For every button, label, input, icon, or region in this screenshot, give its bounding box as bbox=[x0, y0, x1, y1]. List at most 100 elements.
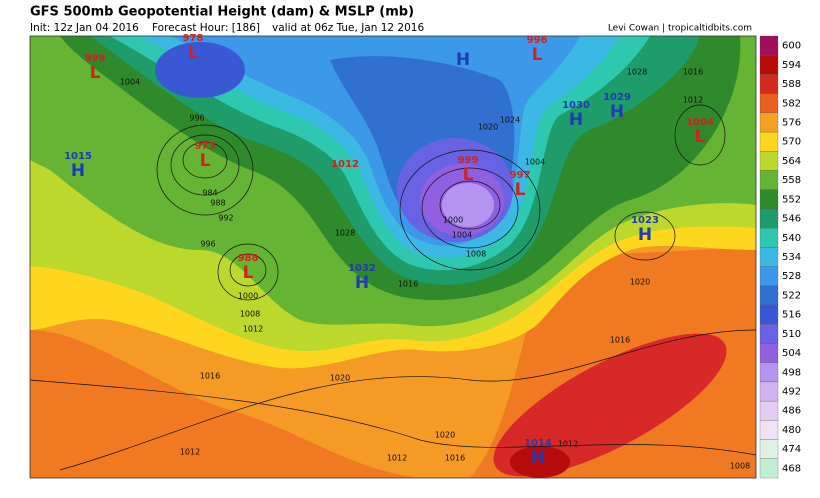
colorbar-swatch bbox=[759, 285, 779, 306]
center-value: 1029 bbox=[603, 92, 631, 103]
hot-region bbox=[510, 446, 570, 478]
isobar-label: 1012 bbox=[683, 96, 703, 105]
colorbar-label: 594 bbox=[782, 60, 801, 71]
colorbar-label: 546 bbox=[782, 214, 801, 225]
colorbar-label: 600 bbox=[782, 41, 801, 52]
center-value: 1015 bbox=[64, 151, 92, 162]
center-value: 1032 bbox=[348, 263, 376, 274]
center-value: 978 bbox=[183, 33, 204, 44]
colorbar-label: 522 bbox=[782, 290, 801, 301]
colorbar-label: 486 bbox=[782, 406, 801, 417]
center-value: 997 bbox=[510, 170, 531, 181]
center-letter: H bbox=[71, 161, 85, 181]
center-value: 973 bbox=[195, 141, 216, 152]
isobars bbox=[30, 104, 756, 471]
colorbar-swatch bbox=[759, 304, 779, 325]
isobar-label: 984 bbox=[202, 189, 217, 198]
isobar-label: 1008 bbox=[730, 462, 750, 471]
center-letter: L bbox=[188, 43, 199, 63]
center-letter: L bbox=[200, 151, 211, 171]
isobar-label: 996 bbox=[200, 240, 215, 249]
map-frame bbox=[29, 35, 757, 479]
isobar-label: 1016 bbox=[200, 372, 220, 381]
isobar-label: 1004 bbox=[452, 231, 472, 240]
colorbar-label: 588 bbox=[782, 79, 801, 90]
colorbar-swatch bbox=[759, 131, 779, 152]
height-band bbox=[442, 183, 494, 227]
colorbar-swatch bbox=[759, 400, 779, 421]
isobar-label: 1012 bbox=[180, 448, 200, 457]
colorbar-swatch bbox=[759, 381, 779, 402]
center-letter: H bbox=[569, 110, 583, 130]
isobar-label: 1016 bbox=[445, 454, 465, 463]
colorbar-label: 570 bbox=[782, 137, 801, 148]
title: GFS 500mb Geopotential Height (dam) & MS… bbox=[30, 5, 414, 20]
colorbar-label: 528 bbox=[782, 271, 801, 282]
isobar-label: 1004 bbox=[525, 158, 545, 167]
center-value: 999 bbox=[458, 155, 479, 166]
valid-time: valid at 06z Tue, Jan 12 2016 bbox=[272, 22, 424, 34]
colorbar-swatch bbox=[759, 458, 779, 479]
isobar-label: 1020 bbox=[435, 431, 455, 440]
colorbar-label: 480 bbox=[782, 425, 801, 436]
isobar-label: 1016 bbox=[683, 68, 703, 77]
forecast-hour: Forecast Hour: [186] bbox=[152, 22, 260, 34]
colorbar-label: 468 bbox=[782, 463, 801, 474]
colorbar-swatch bbox=[759, 362, 779, 383]
isobar-label: 1004 bbox=[120, 78, 140, 87]
colorbar-swatch bbox=[759, 170, 779, 190]
isobar-label: 992 bbox=[218, 214, 233, 223]
center-value: 988 bbox=[238, 253, 259, 264]
isobar-label: 1028 bbox=[627, 68, 647, 77]
center-value: 1023 bbox=[631, 215, 659, 226]
colorbar-swatch bbox=[759, 324, 779, 344]
colorbar-label: 498 bbox=[782, 367, 801, 378]
credit: Levi Cowan | tropicaltidbits.com bbox=[608, 24, 752, 34]
colorbar-label: 492 bbox=[782, 387, 801, 398]
colorbar-label: 516 bbox=[782, 310, 801, 321]
isobar-label: 1024 bbox=[500, 116, 520, 125]
isobar-label: 1012 bbox=[387, 454, 407, 463]
isobar-label: 1008 bbox=[240, 310, 260, 319]
warm-region bbox=[30, 330, 420, 478]
isobar-label: 1028 bbox=[335, 229, 355, 238]
center-letter: L bbox=[515, 180, 526, 200]
center-value: 999 bbox=[85, 53, 106, 64]
isobar-label: 1016 bbox=[610, 336, 630, 345]
isobar-label: 1008 bbox=[466, 250, 486, 259]
colorbar-label: 564 bbox=[782, 156, 801, 167]
center-letter: H bbox=[531, 448, 545, 468]
colorbar-swatch bbox=[759, 93, 779, 114]
colorbar-label: 552 bbox=[782, 194, 801, 205]
center-letter: L bbox=[243, 263, 254, 283]
isobar-label: 996 bbox=[189, 114, 204, 123]
center-letter: H bbox=[610, 102, 624, 122]
center-value: 996 bbox=[527, 35, 548, 46]
isobar-label: 988 bbox=[210, 199, 225, 208]
colorbar-swatch bbox=[759, 208, 779, 229]
isobar-label: 1020 bbox=[330, 374, 350, 383]
center-letter: L bbox=[90, 63, 101, 83]
colorbar-swatch bbox=[759, 74, 779, 94]
center-letter: L bbox=[463, 165, 474, 185]
center-value: 1014 bbox=[524, 438, 552, 449]
colorbar-swatch bbox=[759, 420, 779, 440]
isobar-label: 1012 bbox=[558, 440, 578, 449]
center-value: 1004 bbox=[686, 117, 714, 128]
colorbar-label: 504 bbox=[782, 348, 801, 359]
colorbar-label: 558 bbox=[782, 175, 801, 186]
colorbar-label: 534 bbox=[782, 252, 801, 263]
colorbar-swatch bbox=[759, 35, 779, 56]
height-band bbox=[155, 42, 245, 98]
colorbar-label: 540 bbox=[782, 233, 801, 244]
colorbar-swatch bbox=[759, 266, 779, 286]
map bbox=[30, 36, 756, 478]
center-value: 1012 bbox=[331, 159, 359, 170]
colorbar-swatch bbox=[759, 55, 779, 75]
hot-region bbox=[493, 333, 727, 477]
colorbar-swatch bbox=[759, 343, 779, 363]
isobar-label: 1000 bbox=[443, 216, 463, 225]
init-time: Init: 12z Jan 04 2016 bbox=[30, 22, 139, 34]
colorbar-swatch bbox=[759, 439, 779, 459]
